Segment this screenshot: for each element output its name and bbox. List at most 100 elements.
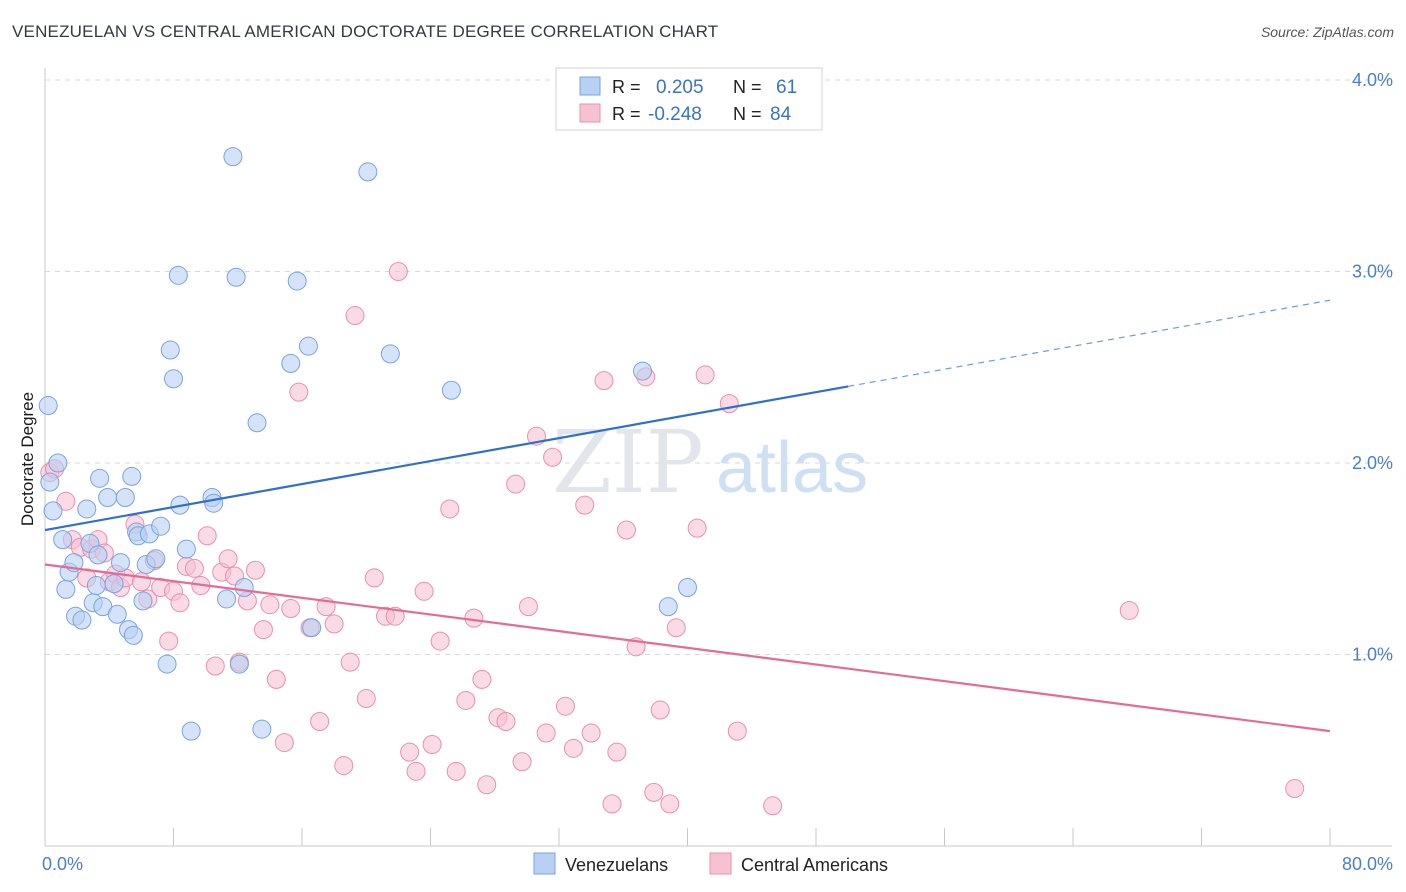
point-venezuelans-35 [164, 369, 183, 389]
point-central-americans-64 [506, 474, 526, 494]
legend-swatch-venezuelans [579, 76, 601, 96]
point-venezuelans-45 [229, 654, 249, 674]
point-central-americans-57 [446, 761, 466, 781]
legend-r-label-1: R = [612, 77, 641, 97]
point-venezuelans-58 [678, 577, 697, 597]
trend-lines [44, 299, 1331, 733]
point-central-americans-51 [400, 742, 420, 762]
point-venezuelans-44 [226, 267, 246, 287]
legend-r-label-2: R = [612, 104, 641, 124]
point-central-americans-53 [414, 581, 434, 601]
point-venezuelans-33 [157, 654, 177, 674]
point-central-americans-26 [205, 656, 225, 676]
point-central-americans-43 [334, 756, 354, 776]
series-central-americans [40, 262, 1305, 816]
point-central-americans-89 [1119, 600, 1139, 620]
x-tick-label-start: 0.0% [42, 854, 83, 874]
point-central-americans-90 [1285, 779, 1305, 799]
point-venezuelans-14 [86, 576, 106, 596]
legend-swatch-central-americans [579, 103, 601, 123]
point-venezuelans-3 [43, 501, 63, 521]
point-central-americans-25 [197, 526, 217, 546]
point-central-americans-83 [666, 618, 686, 638]
grid-lines [45, 79, 1392, 655]
point-venezuelans-36 [168, 265, 188, 285]
chart-title: VENEZUELAN VS CENTRAL AMERICAN DOCTORATE… [12, 22, 719, 41]
trend-line-venezuelans [44, 385, 849, 532]
x-tick-labels: 0.0% 80.0% [42, 854, 1393, 874]
point-venezuelans-19 [104, 574, 124, 594]
bottom-legend-label-central-americans: Central Americans [741, 855, 888, 875]
point-central-americans-32 [245, 560, 265, 580]
point-venezuelans-52 [302, 618, 322, 638]
point-venezuelans-11 [77, 499, 97, 519]
point-central-americans-86 [719, 394, 739, 414]
point-central-americans-87 [727, 721, 747, 741]
point-central-americans-28 [218, 549, 238, 569]
point-central-americans-56 [440, 499, 460, 519]
bottom-legend: Venezuelans Central Americans [533, 852, 888, 875]
legend-n-label-2: N = [733, 104, 762, 124]
point-venezuelans-48 [252, 719, 272, 739]
point-central-americans-73 [581, 723, 601, 743]
point-venezuelans-55 [441, 380, 461, 400]
watermark: ZIP atlas [552, 413, 868, 513]
point-central-americans-45 [345, 306, 365, 326]
point-central-americans-84 [687, 518, 707, 538]
legend-n-value-1: 61 [776, 77, 797, 98]
point-venezuelans-34 [160, 340, 180, 360]
point-central-americans-59 [464, 608, 484, 628]
point-central-americans-34 [260, 595, 280, 615]
point-venezuelans-28 [133, 591, 153, 611]
point-central-americans-85 [695, 365, 715, 385]
point-central-americans-35 [266, 669, 286, 689]
watermark-zip: ZIP [552, 413, 704, 513]
point-central-americans-88 [763, 796, 783, 816]
point-central-americans-50 [388, 262, 408, 281]
point-central-americans-65 [512, 752, 532, 772]
point-venezuelans-46 [234, 577, 254, 597]
point-central-americans-19 [159, 631, 179, 651]
point-venezuelans-15 [88, 545, 108, 565]
point-central-americans-40 [310, 712, 330, 732]
point-venezuelans-53 [358, 162, 378, 182]
source-label: Source: ZipAtlas.com [1260, 24, 1394, 40]
point-central-americans-81 [650, 700, 670, 720]
point-central-americans-63 [496, 712, 516, 732]
point-central-americans-42 [324, 614, 344, 634]
bottom-legend-swatch-central-americans [709, 852, 732, 875]
point-venezuelans-20 [107, 604, 127, 624]
point-central-americans-46 [356, 689, 376, 709]
point-venezuelans-10 [72, 610, 92, 630]
point-venezuelans-24 [122, 466, 142, 486]
point-central-americans-44 [340, 652, 360, 672]
point-central-americans-82 [660, 794, 680, 814]
point-venezuelans-32 [151, 516, 171, 536]
point-central-americans-66 [518, 597, 538, 617]
point-venezuelans-25 [123, 625, 143, 645]
bottom-legend-label-venezuelans: Venezuelans [565, 855, 668, 875]
point-venezuelans-6 [56, 579, 76, 599]
point-central-americans-36 [274, 733, 294, 753]
y-tick-label-2: 2.0% [1352, 453, 1393, 473]
point-central-americans-68 [536, 723, 556, 743]
point-central-americans-38 [289, 382, 309, 402]
legend-n-label-1: N = [733, 77, 762, 97]
legend-n-value-2: 84 [770, 104, 792, 125]
point-central-americans-77 [616, 520, 636, 540]
point-central-americans-52 [406, 761, 426, 781]
point-venezuelans-51 [298, 336, 318, 356]
point-venezuelans-16 [90, 468, 110, 488]
point-central-americans-69 [543, 447, 563, 467]
point-central-americans-74 [594, 371, 614, 391]
trend-line-venezuelans-projection [848, 299, 1331, 387]
point-central-americans-54 [422, 735, 442, 755]
point-venezuelans-22 [115, 487, 135, 507]
y-tick-label-4: 4.0% [1352, 70, 1393, 90]
y-tick-label-1: 1.0% [1352, 645, 1393, 665]
y-tick-label-3: 3.0% [1352, 262, 1393, 282]
point-central-americans-49 [385, 606, 405, 626]
point-central-americans-37 [281, 599, 301, 619]
point-central-americans-23 [184, 558, 204, 578]
